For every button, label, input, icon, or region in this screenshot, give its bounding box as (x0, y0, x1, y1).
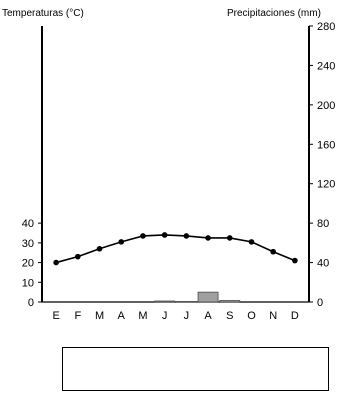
right-axis-title: Precipitaciones (mm) (227, 8, 321, 19)
precipitation-bars (154, 291, 241, 303)
month-label: N (269, 310, 277, 322)
right-tick-label: 0 (317, 297, 323, 309)
month-label: O (247, 310, 256, 322)
right-tick-label: 280 (317, 21, 335, 33)
month-label: A (204, 310, 212, 322)
right-tick-label: 120 (317, 179, 335, 191)
temperature-point (118, 239, 125, 245)
month-label: A (118, 310, 126, 322)
month-label: D (291, 310, 299, 322)
temperature-point (292, 257, 298, 264)
right-tick-label: 200 (317, 100, 335, 112)
left-tick-label: 30 (22, 238, 34, 250)
right-axis-ticks: 0 40 80 120 160 200 240 280 (309, 21, 335, 309)
right-tick-label: 80 (317, 218, 329, 230)
temperature-point (183, 233, 190, 239)
temperature-point (270, 248, 276, 255)
temperature-point (75, 253, 81, 260)
left-tick-label: 40 (22, 218, 34, 230)
right-tick-label: 240 (317, 60, 335, 72)
precipitation-bar (219, 300, 241, 303)
month-label: M (95, 310, 104, 322)
precipitation-bar (197, 291, 219, 303)
left-tick-label: 10 (22, 277, 34, 289)
temperature-series (53, 232, 298, 266)
right-tick-label: 160 (317, 139, 335, 151)
temperature-point (226, 235, 233, 241)
month-label: J (162, 310, 168, 322)
temperature-point (140, 233, 146, 239)
temperature-point (96, 245, 103, 252)
month-label: S (226, 310, 233, 322)
precipitation-bar (154, 300, 176, 303)
left-tick-label: 0 (28, 297, 34, 309)
month-label: M (138, 310, 147, 322)
answer-box[interactable] (62, 347, 329, 391)
month-label: J (184, 310, 190, 322)
temperature-point (248, 239, 255, 245)
month-label: F (74, 310, 81, 322)
month-label: E (52, 310, 59, 322)
temperature-point (205, 235, 211, 241)
left-axis-ticks: 0 10 20 30 40 (22, 218, 42, 309)
temperature-point (53, 259, 59, 266)
left-axis-title: Temperaturas (°C) (2, 8, 84, 19)
right-tick-label: 40 (317, 258, 329, 270)
temperature-point (161, 232, 168, 238)
left-tick-label: 20 (22, 258, 34, 270)
temperature-line (55, 234, 296, 264)
